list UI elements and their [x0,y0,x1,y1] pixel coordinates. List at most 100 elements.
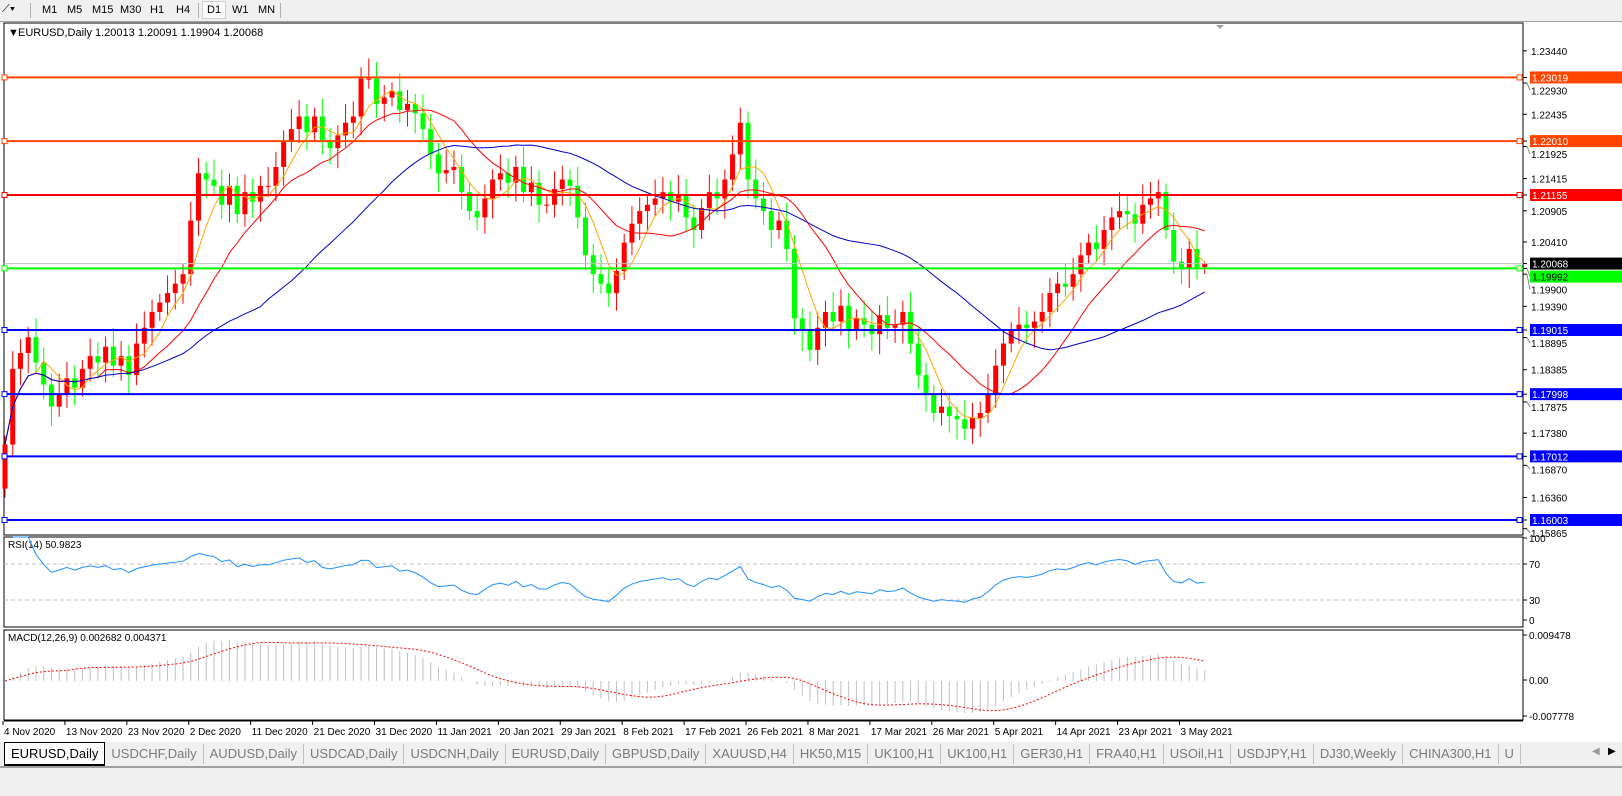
candle-body [970,417,975,429]
date-label: 8 Feb 2021 [623,727,674,738]
price-tick-label: 1.17875 [1531,403,1568,414]
candle-body [815,327,821,350]
macd-pane [3,629,1524,721]
chart-tab[interactable]: CHINA300,H1 [1403,744,1499,764]
candle-body [822,312,828,328]
chart-tab[interactable]: FRA40,H1 [1090,744,1164,764]
candle-body [1047,293,1053,313]
timeframe-d1-button[interactable]: D1 [202,1,227,19]
date-label: 8 Mar 2021 [809,727,860,738]
chart-tab[interactable]: UK100,H1 [868,744,942,764]
timeframe-h4-button[interactable]: H4 [176,4,191,16]
candle-body [374,78,380,104]
level-handle[interactable] [1,453,8,460]
price-label-connector [1526,82,1531,91]
chart-tab[interactable]: EURUSD,Daily [506,744,606,764]
candle-body [730,154,736,180]
level-handle[interactable] [1516,265,1523,272]
level-handle[interactable] [1516,453,1523,460]
chart-tab[interactable]: XAUUSD,H4 [706,744,794,764]
candle-body [103,346,109,363]
collapse-triangle-icon[interactable]: ▼ [8,27,19,39]
level-handle[interactable] [1,192,8,199]
price-tick-label: 1.15865 [1531,529,1568,540]
candle-body [1148,198,1154,205]
timeframe-m30-button[interactable]: M30 [120,4,142,16]
candle-body [699,207,705,231]
price-tick-label: 1.22435 [1531,110,1568,121]
date-label: 2 Dec 2020 [190,727,242,738]
candle-body [118,356,124,366]
chart-tab[interactable]: GBPUSD,Daily [606,744,707,764]
level-handle[interactable] [1,391,8,398]
level-handle[interactable] [1516,138,1523,145]
level-handle[interactable] [1516,192,1523,199]
level-handle[interactable] [1516,391,1523,398]
timeframe-mn-button[interactable]: MN [258,4,276,16]
candle-body [838,305,844,322]
timeframe-m15-button[interactable]: M15 [92,4,114,16]
chart-tab[interactable]: EURUSD,Daily [4,742,106,766]
timeframe-m1-button[interactable]: M1 [42,4,58,16]
level-handle[interactable] [1516,74,1523,81]
chart-tab[interactable]: USDCNH,Daily [404,744,506,764]
level-handle[interactable] [1516,327,1523,334]
chart-tab[interactable]: USDJPY,H1 [1231,744,1314,764]
macd-tick-label: -0.007778 [1529,712,1574,723]
candle-body [637,211,643,224]
level-price-label: 1.17012 [1532,452,1569,463]
candle-body [234,185,240,215]
line-tool-icon[interactable]: ⟋▾ [2,3,16,15]
candle-body [799,318,805,331]
level-price-label: 1.23019 [1532,73,1569,84]
chart-tab[interactable]: GER30,H1 [1014,744,1091,764]
chart-tab[interactable]: UK100,H1 [941,744,1015,764]
tab-scroll-left-icon[interactable]: ◀ [1592,746,1600,757]
level-handle[interactable] [1,517,8,523]
level-handle[interactable] [1,74,8,81]
chart-tab[interactable]: USDCHF,Daily [105,744,204,764]
level-handle[interactable] [1,265,8,272]
rsi-tick-label: 70 [1529,560,1541,571]
candle-body [761,198,767,212]
chart-window[interactable]: ▼ EURUSD,Daily 1.20013 1.20091 1.19904 1.… [0,22,1622,742]
price-label-connector [1526,528,1531,534]
candle-body [644,204,650,212]
level-handle[interactable] [1,327,8,334]
candle-body [1016,324,1022,331]
chart-tab[interactable]: USOil,H1 [1164,744,1231,764]
candle-body [977,412,983,418]
candle-body [892,324,898,328]
chart-tab[interactable]: DJ30,Weekly [1314,744,1404,764]
chart-tab[interactable]: USDCAD,Daily [304,744,405,764]
macd-tick-label: 0.00 [1529,676,1549,687]
timeframe-h1-button[interactable]: H1 [150,4,165,16]
candle-body [1024,324,1030,328]
tab-scroll-right-icon[interactable]: ▶ [1608,746,1616,757]
candle-body [296,116,302,130]
candle-body [25,337,31,354]
candle-body [366,78,372,80]
timeframe-m5-button[interactable]: M5 [67,4,83,16]
date-label: 14 Apr 2021 [1057,727,1111,738]
date-label: 21 Dec 2020 [314,727,371,738]
chart-tab[interactable]: HK50,M15 [794,744,869,764]
level-price-tag [1530,135,1622,148]
timeframe-w1-button[interactable]: W1 [232,4,249,16]
candle-body [474,211,480,218]
candle-body [1062,283,1068,287]
candle-body [1186,248,1192,268]
level-handle[interactable] [1516,517,1523,523]
date-label: 26 Mar 2021 [933,727,990,738]
level-handle[interactable] [1,138,8,145]
date-label: 26 Feb 2021 [747,727,804,738]
candle-body [737,122,743,155]
chart-tabs: EURUSD,Daily USDCHF,Daily AUDUSD,Daily USDC… [0,742,1622,768]
chart-tab[interactable]: AUDUSD,Daily [204,744,305,764]
rsi-pane [3,536,1524,628]
chart-tab[interactable]: U [1499,744,1521,764]
candle-body [56,394,62,407]
level-price-label: 1.17998 [1532,390,1569,401]
chart-shift-marker-icon[interactable] [1216,25,1224,29]
candle-body [884,315,890,328]
